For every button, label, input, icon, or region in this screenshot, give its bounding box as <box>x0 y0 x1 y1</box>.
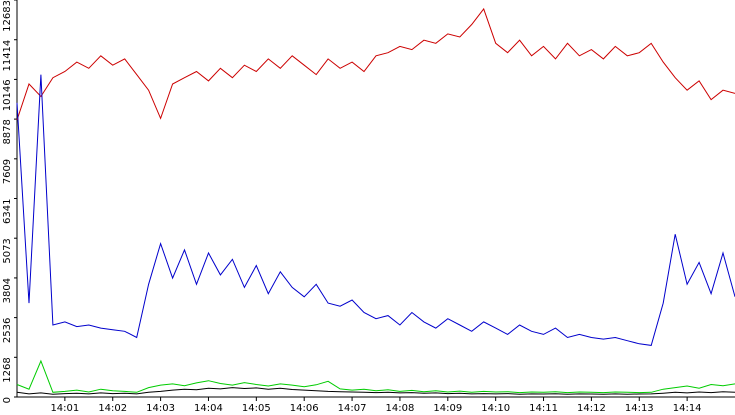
series-line <box>16 359 735 394</box>
x-tick-label: 14:08 <box>386 403 415 414</box>
y-tick-label: 3804 <box>2 278 13 303</box>
x-tick-label: 14:05 <box>242 403 271 414</box>
x-tick-label: 14:02 <box>98 403 127 414</box>
x-tick-label: 14:06 <box>290 403 319 414</box>
series-line <box>16 74 735 346</box>
y-tick-label: 1268 <box>2 357 13 382</box>
x-tick-label: 14:01 <box>50 403 79 414</box>
series-line <box>16 387 735 395</box>
series-line <box>16 7 735 121</box>
x-tick-label: 14:04 <box>194 403 223 414</box>
y-tick-label: 0 <box>2 397 13 403</box>
y-tick-label: 7609 <box>2 159 13 184</box>
x-tick-label: 14:14 <box>673 403 702 414</box>
x-tick-label: 14:07 <box>338 403 367 414</box>
x-tick-label: 14:10 <box>481 403 510 414</box>
x-tick-label: 14:03 <box>146 403 175 414</box>
y-tick-label: 2536 <box>2 318 13 343</box>
x-tick-label: 14:12 <box>577 403 606 414</box>
x-tick-label: 14:11 <box>529 403 558 414</box>
y-tick-label: 10146 <box>2 79 13 111</box>
y-tick-label: 12683 <box>2 0 13 32</box>
y-tick-label: 8878 <box>2 119 13 144</box>
y-tick-label: 5073 <box>2 238 13 263</box>
y-tick-label: 6341 <box>2 199 13 224</box>
x-tick-label: 14:09 <box>433 403 462 414</box>
x-tick-label: 14:13 <box>625 403 654 414</box>
y-tick-label: 11414 <box>2 40 13 72</box>
